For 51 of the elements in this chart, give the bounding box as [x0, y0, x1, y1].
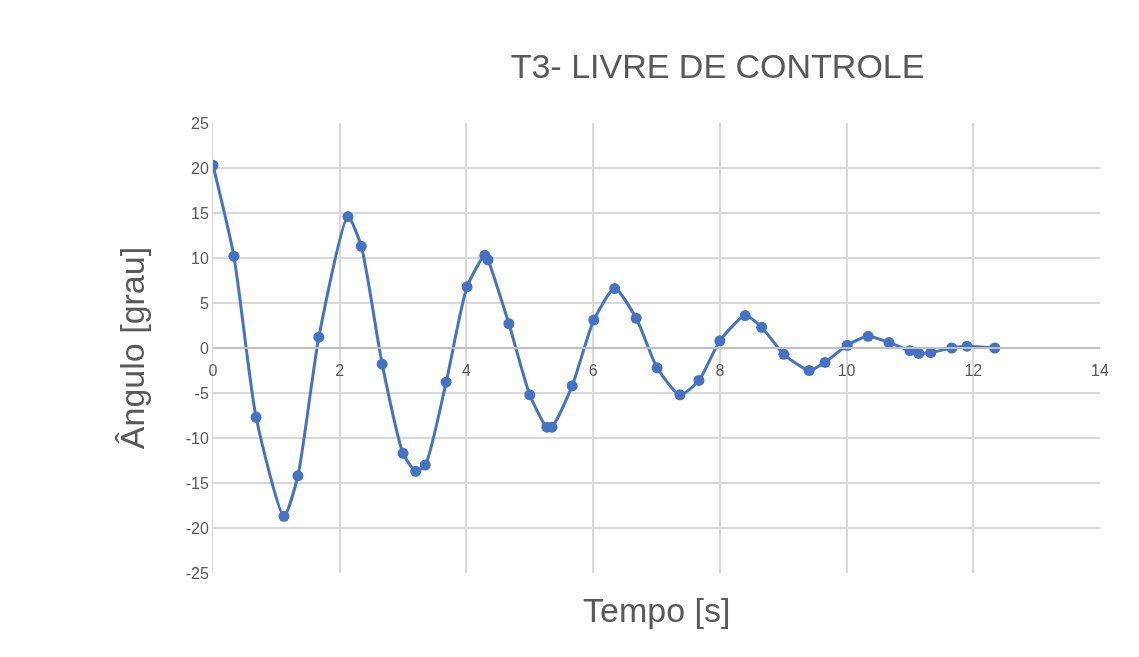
point	[693, 374, 705, 386]
point	[503, 318, 515, 330]
x-tick-label: 14	[1091, 362, 1109, 380]
point	[803, 365, 815, 376]
point	[292, 470, 304, 482]
y-tick-label: -5	[194, 384, 209, 402]
point	[250, 411, 262, 423]
point	[609, 283, 621, 295]
point	[756, 321, 768, 333]
point	[376, 358, 388, 370]
point	[313, 331, 325, 343]
point	[410, 465, 422, 477]
point	[461, 281, 473, 293]
y-axis-title: Ângulo [grau]	[113, 246, 152, 450]
y-tick-label: -15	[185, 474, 209, 492]
x-tick-label: 12	[964, 362, 983, 380]
point	[862, 330, 874, 342]
point	[419, 459, 431, 471]
chart-title: T3- LIVRE DE CONTROLE	[510, 46, 925, 85]
point	[778, 348, 790, 360]
point	[714, 335, 726, 347]
y-tick-label: -10	[185, 429, 209, 447]
point	[355, 240, 367, 252]
y-tick-label: -20	[185, 519, 209, 537]
point	[524, 389, 536, 401]
x-tick-label: 2	[335, 362, 345, 380]
point	[397, 447, 409, 459]
point	[819, 356, 831, 368]
y-tick-label: 10	[191, 249, 209, 267]
point	[588, 314, 600, 326]
point	[342, 211, 354, 223]
point	[651, 362, 663, 374]
point	[482, 254, 494, 266]
point	[566, 380, 578, 392]
point	[739, 310, 751, 322]
x-tick-label: 6	[588, 362, 598, 380]
y-tick-label: 20	[191, 159, 209, 177]
point	[278, 510, 290, 522]
x-axis-title: Tempo [s]	[583, 591, 731, 629]
point	[674, 389, 686, 401]
x-tick-label: 8	[715, 362, 725, 380]
point	[630, 312, 642, 324]
x-tick-label: 4	[461, 362, 471, 380]
y-tick-label: 0	[199, 339, 209, 357]
point	[440, 376, 452, 388]
x-tick-label: 10	[837, 362, 856, 380]
y-tick-label: 15	[191, 204, 209, 222]
point	[228, 250, 240, 262]
y-tick-label: -25	[185, 564, 209, 582]
y-tick-label: 25	[191, 114, 209, 132]
y-tick-label: 5	[199, 294, 209, 312]
